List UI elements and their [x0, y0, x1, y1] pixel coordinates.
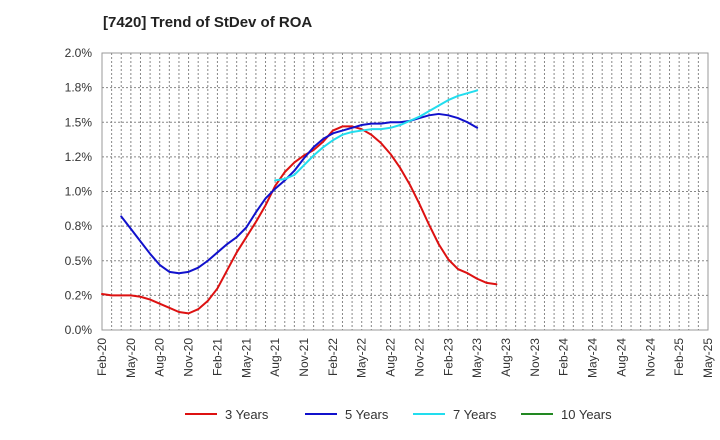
- x-tick-label: May-24: [586, 338, 600, 378]
- series-line-7-years: [274, 89, 479, 182]
- x-tick-label: Feb-22: [326, 338, 340, 376]
- y-tick-label: 0.0%: [65, 323, 93, 337]
- y-tick-label: 1.5%: [65, 115, 93, 129]
- x-tick-label: Aug-20: [153, 338, 167, 377]
- y-tick-label: 2.0%: [65, 46, 93, 60]
- y-tick-label: 1.2%: [65, 150, 93, 164]
- x-tick-label: Aug-24: [614, 338, 628, 377]
- legend-label: 3 Years: [225, 407, 269, 422]
- y-tick-label: 0.2%: [65, 288, 93, 302]
- x-tick-label: Nov-23: [528, 338, 542, 377]
- legend-label: 7 Years: [453, 407, 497, 422]
- x-tick-label: Feb-21: [210, 338, 224, 376]
- x-tick-label: Aug-22: [384, 338, 398, 377]
- x-tick-label: Feb-20: [95, 338, 109, 376]
- legend-label: 5 Years: [345, 407, 389, 422]
- legend-label: 10 Years: [561, 407, 612, 422]
- x-tick-label: Aug-21: [268, 338, 282, 377]
- y-tick-label: 1.8%: [65, 81, 93, 95]
- x-tick-label: Feb-23: [441, 338, 455, 376]
- x-tick-label: Feb-25: [672, 338, 686, 376]
- x-tick-label: Nov-20: [182, 338, 196, 377]
- x-tick-label: Nov-22: [412, 338, 426, 377]
- x-tick-label: May-25: [701, 338, 715, 378]
- y-tick-label: 0.5%: [65, 254, 93, 268]
- x-tick-label: Nov-21: [297, 338, 311, 377]
- series-line-5-years: [120, 112, 479, 275]
- plot-area: [101, 52, 709, 331]
- x-tick-label: Feb-24: [557, 338, 571, 376]
- axis-layer: 0.0% 0.2% 0.5% 0.8% 1.0% 1.2% 1.5% 1.8% 2.0% Feb-…: [65, 46, 715, 378]
- series-line-3-years: [101, 125, 498, 315]
- chart-title: [7420] Trend of StDev of ROA: [103, 14, 313, 31]
- legend: 3 Years 5 Years 7 Years 10 Years: [185, 407, 612, 422]
- x-tick-label: May-20: [124, 338, 138, 378]
- x-tick-label: May-23: [470, 338, 484, 378]
- x-tick-label: Aug-23: [499, 338, 513, 377]
- x-tick-label: Nov-24: [643, 338, 657, 377]
- y-tick-label: 1.0%: [65, 185, 93, 199]
- x-tick-label: May-21: [239, 338, 253, 378]
- x-tick-label: May-22: [355, 338, 369, 378]
- series-layer: [101, 89, 498, 315]
- grid-layer: [101, 52, 709, 331]
- y-tick-label: 0.8%: [65, 219, 93, 233]
